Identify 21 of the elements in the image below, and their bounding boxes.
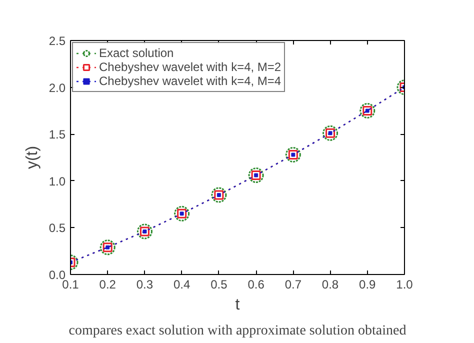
x-tick-label: 0.1 xyxy=(62,278,80,292)
y-tick-label: 0.5 xyxy=(48,221,66,236)
y-tick-label: 1.5 xyxy=(48,128,66,142)
x-tick-label: 0.9 xyxy=(359,278,376,292)
legend-label: Exact solution xyxy=(99,46,174,60)
x-tick-label: 0.2 xyxy=(99,278,116,292)
y-tick-label: 2.5 xyxy=(48,34,66,48)
legend-label: Chebyshev wavelet with k=4, M=2 xyxy=(99,60,282,74)
x-tick-label: 0.4 xyxy=(173,278,190,292)
x-tick-label: 1.0 xyxy=(396,278,414,292)
x-tick-label: 0.6 xyxy=(248,278,265,292)
legend-label: Chebyshev wavelet with k=4, M=4 xyxy=(99,74,282,88)
x-tick-label: 0.3 xyxy=(136,278,154,292)
x-tick-label: 0.7 xyxy=(284,278,302,292)
text: compares exact solution with approximate solution obtained xyxy=(68,324,406,338)
x-tick-label: 0.5 xyxy=(210,278,228,292)
y-tick-label: 2.0 xyxy=(48,80,66,95)
x-tick-label: 0.8 xyxy=(322,278,339,292)
y-tick-label: 1.0 xyxy=(48,174,66,188)
y-axis-title: y(t) xyxy=(24,146,41,170)
x-axis-title: t xyxy=(235,296,240,314)
